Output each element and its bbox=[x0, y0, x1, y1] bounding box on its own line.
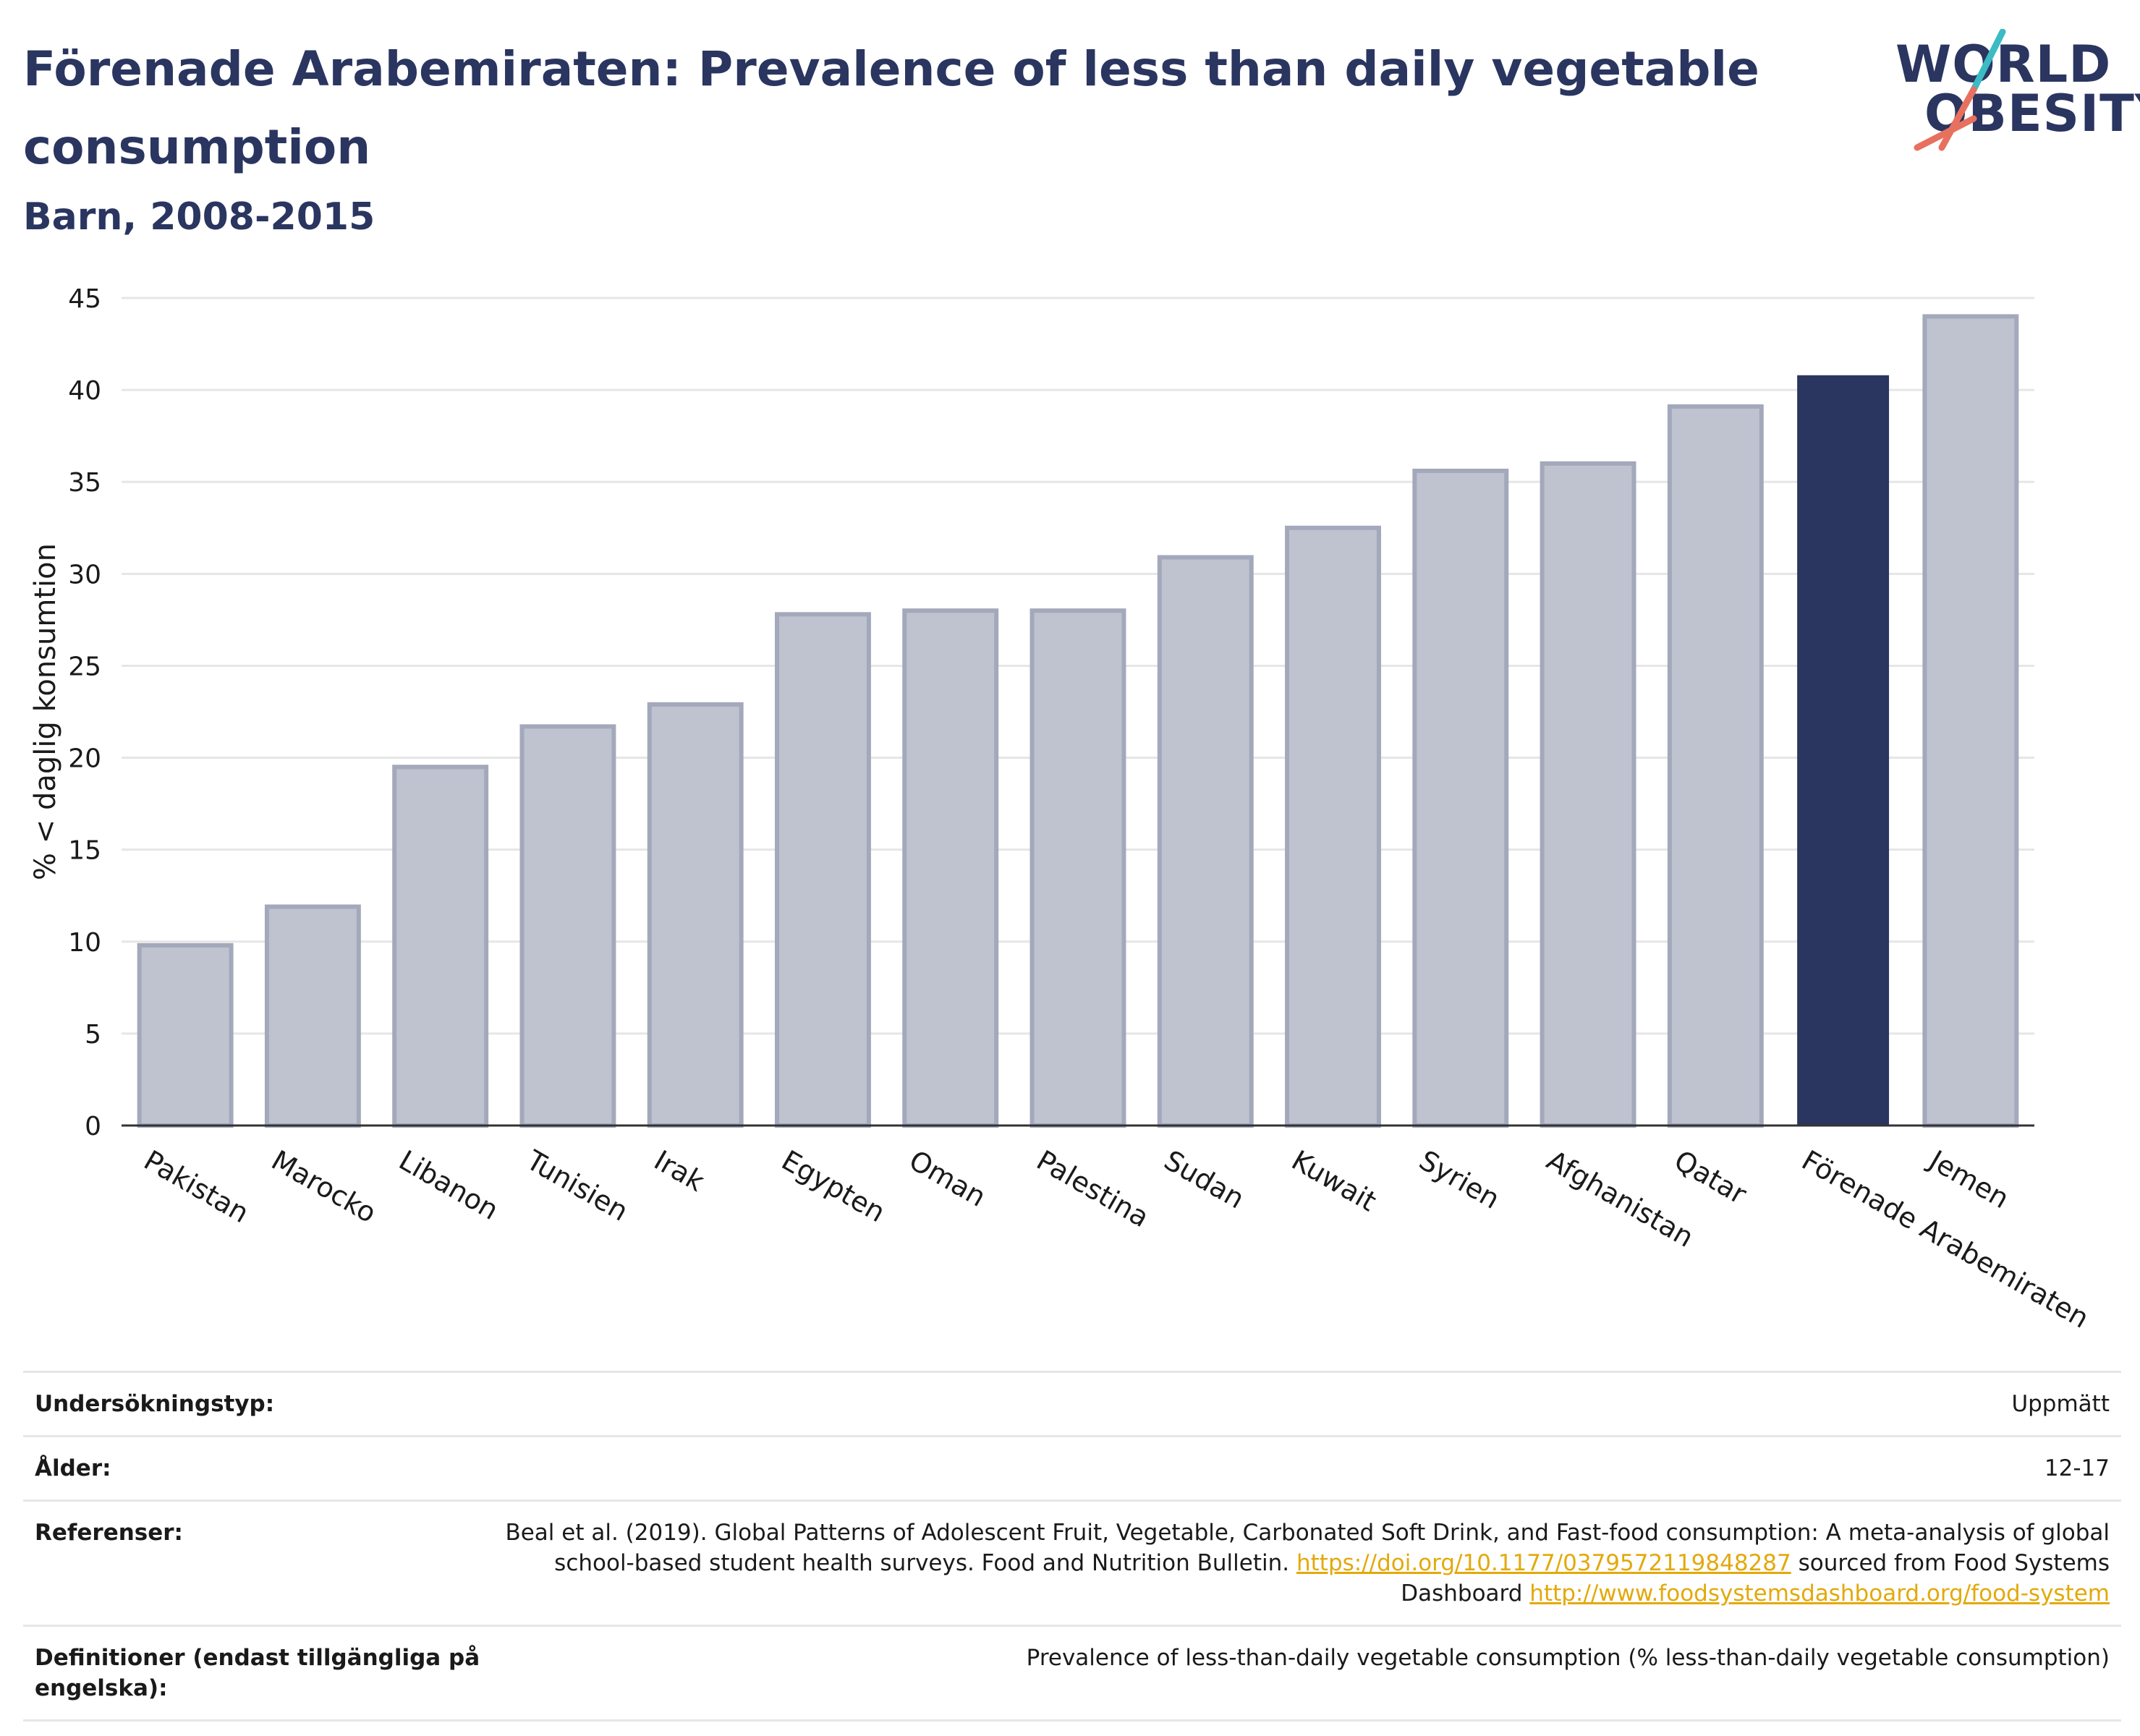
world-obesity-logo[interactable]: WORLD OBESITY bbox=[1895, 29, 2140, 159]
bar[interactable] bbox=[1029, 608, 1126, 1128]
x-axis-ticks: Pakistan Marocko Libanon Tunisien Irak Egypte… bbox=[139, 1144, 2094, 1335]
logo-slash-icon bbox=[1914, 29, 2006, 151]
bar[interactable] bbox=[1412, 468, 1509, 1128]
y-axis-ticks: 0 5 10 15 20 25 30 35 40 45 bbox=[68, 284, 101, 1141]
x-tick-label: Libanon bbox=[394, 1144, 504, 1226]
x-tick-label: Kuwait bbox=[1286, 1144, 1382, 1218]
meta-key: Undersökningstyp: bbox=[35, 1391, 275, 1417]
meta-key: Ålder: bbox=[35, 1455, 111, 1481]
x-tick-label: Jemen bbox=[1923, 1144, 2015, 1215]
x-tick-label: Tunisien bbox=[521, 1144, 634, 1227]
meta-row-references: Referenser: Beal et al. (2019). Global P… bbox=[23, 1499, 2121, 1625]
chart-subtitle: Barn, 2008-2015 bbox=[23, 195, 375, 239]
bar[interactable] bbox=[1922, 314, 2019, 1128]
y-tick-label: 0 bbox=[85, 1112, 101, 1141]
y-tick-label: 30 bbox=[68, 560, 101, 590]
bar[interactable] bbox=[519, 724, 616, 1128]
x-tick-label: Qatar bbox=[1669, 1144, 1752, 1211]
bar[interactable] bbox=[1157, 555, 1254, 1128]
y-tick-label: 5 bbox=[85, 1020, 101, 1050]
y-tick-label: 35 bbox=[68, 468, 101, 498]
metadata-table: Undersökningstyp: Uppmätt Ålder: 12-17 R… bbox=[23, 1371, 2121, 1722]
reference-mid-text: sourced from Food Systems Dashboard bbox=[1401, 1550, 2110, 1607]
y-tick-label: 45 bbox=[68, 284, 101, 314]
y-tick-label: 15 bbox=[68, 836, 101, 866]
y-tick-label: 20 bbox=[68, 744, 101, 774]
y-tick-label: 10 bbox=[68, 928, 101, 958]
meta-key: Definitioner (endast tillgängliga på eng… bbox=[35, 1645, 480, 1701]
x-tick-label: Syrien bbox=[1414, 1144, 1505, 1215]
bar[interactable] bbox=[264, 904, 361, 1128]
doi-link[interactable]: https://doi.org/10.1177/0379572119848287 bbox=[1296, 1550, 1791, 1576]
meta-value: Prevalence of less-than-daily vegetable … bbox=[1026, 1645, 2110, 1671]
y-tick-label: 25 bbox=[68, 652, 101, 681]
x-tick-label: Sudan bbox=[1159, 1144, 1250, 1215]
x-tick-label: Oman bbox=[904, 1144, 991, 1213]
bar[interactable] bbox=[1285, 525, 1381, 1128]
meta-value: Beal et al. (2019). Global Patterns of A… bbox=[498, 1518, 2110, 1609]
meta-value: 12-17 bbox=[2044, 1455, 2110, 1481]
meta-row-age: Ålder: 12-17 bbox=[23, 1435, 2121, 1499]
y-tick-label: 40 bbox=[68, 376, 101, 406]
bar[interactable] bbox=[775, 612, 871, 1128]
bar[interactable] bbox=[647, 702, 744, 1128]
bar[interactable] bbox=[902, 608, 999, 1128]
bar[interactable] bbox=[1667, 404, 1764, 1128]
dashboard-link[interactable]: http://www.foodsystemsdashboard.org/food… bbox=[1529, 1580, 2110, 1607]
chart-title: Förenade Arabemiraten: Prevalence of les… bbox=[23, 41, 1759, 175]
bar[interactable] bbox=[137, 943, 234, 1128]
bar[interactable] bbox=[392, 765, 489, 1128]
x-tick-label: Pakistan bbox=[139, 1144, 255, 1230]
bar-chart: 0 5 10 15 20 25 30 35 40 45 Pakistan Marocko Libano… bbox=[29, 284, 2094, 1335]
meta-value: Uppmätt bbox=[2011, 1391, 2110, 1417]
x-tick-label: Egypten bbox=[776, 1144, 891, 1229]
bar[interactable] bbox=[1797, 375, 1890, 1126]
bar[interactable] bbox=[1540, 461, 1636, 1128]
bars bbox=[137, 314, 2019, 1128]
logo-word-world: WORLD bbox=[1895, 35, 2112, 94]
x-tick-label: Irak bbox=[649, 1144, 710, 1198]
x-tick-label: Palestina bbox=[1032, 1144, 1155, 1234]
meta-row-survey-type: Undersökningstyp: Uppmätt bbox=[23, 1371, 2121, 1435]
meta-key: Referenser: bbox=[35, 1520, 183, 1546]
reference-text: Beal et al. (2019). Global Patterns of A… bbox=[505, 1520, 2110, 1576]
meta-row-definitions: Definitioner (endast tillgängliga på eng… bbox=[23, 1625, 2121, 1722]
y-axis-label: % < daglig konsumtion bbox=[29, 543, 62, 880]
x-tick-label: Marocko bbox=[266, 1144, 382, 1230]
